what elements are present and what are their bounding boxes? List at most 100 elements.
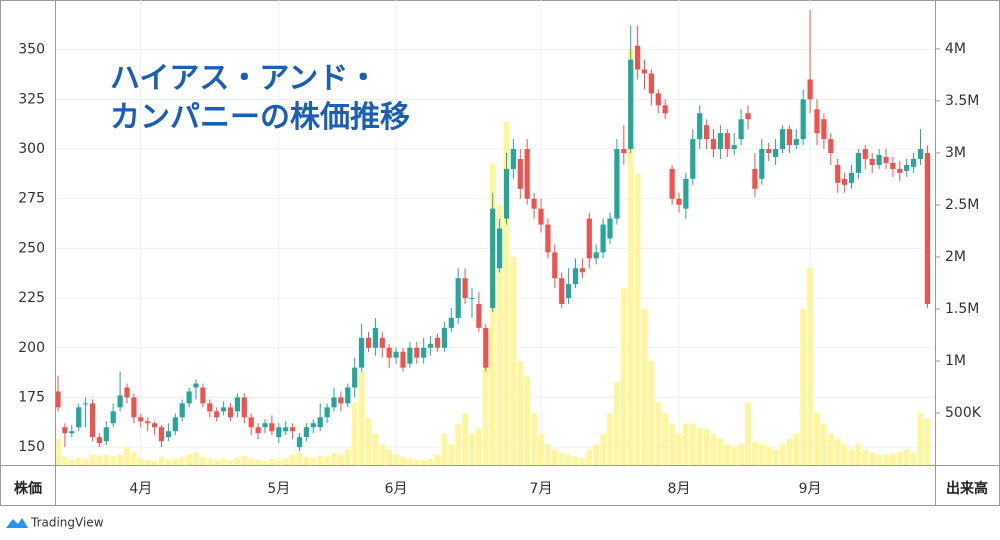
candle-body [414, 347, 420, 358]
candle-body [552, 252, 558, 279]
candle-body [614, 149, 620, 219]
volume-bar [565, 454, 572, 465]
volume-bar [131, 452, 137, 465]
candle-body [158, 427, 165, 442]
candle-body [848, 172, 855, 183]
volume-bar [110, 456, 117, 465]
volume-bar [834, 438, 841, 465]
candle-body [296, 437, 303, 448]
volume-bar [455, 423, 462, 465]
volume-bar [758, 444, 765, 465]
volume-bar [876, 454, 882, 465]
candle-body [83, 403, 89, 405]
volume-bar [800, 308, 807, 465]
candle-body [503, 168, 510, 219]
volume-bar [648, 360, 655, 465]
candle-body [338, 397, 344, 404]
candle-body [310, 423, 316, 428]
volume-bar [441, 433, 448, 465]
y-tick-label: 275 [18, 191, 45, 207]
volume-bar [496, 204, 503, 465]
volume-bar [413, 459, 420, 465]
volume-bar [869, 452, 876, 465]
y2-tick-label: 3M [945, 145, 966, 161]
candle-body [352, 367, 358, 388]
volume-bar [827, 433, 834, 465]
candle-body [710, 139, 717, 150]
candle-body [835, 164, 841, 183]
candle-body [96, 437, 102, 444]
candle-body [538, 208, 544, 225]
candle-body [179, 403, 185, 418]
candle-body [269, 423, 275, 432]
y-tick-label: 300 [18, 141, 45, 157]
y2-tick-label: 2.5M [945, 197, 979, 213]
volume-bar [89, 454, 96, 465]
candle-body [917, 149, 924, 159]
volume-bar [124, 446, 130, 465]
candle-body [869, 158, 875, 165]
candle-body [600, 224, 606, 253]
candle-body [510, 149, 516, 169]
volume-bar [600, 433, 606, 465]
x-tick-label: 8月 [668, 481, 691, 497]
volume-layer [55, 48, 931, 466]
volume-bar [393, 454, 399, 465]
volume-bar [510, 256, 517, 465]
candle-body [400, 351, 406, 368]
candle-body [731, 145, 737, 150]
volume-bar [731, 446, 738, 465]
candle-body [572, 268, 579, 285]
volume-bar [165, 459, 172, 465]
volume-bar [641, 308, 648, 465]
volume-bar [186, 454, 192, 465]
candle-body [586, 218, 592, 259]
candle-body [566, 284, 572, 299]
volume-bar [724, 444, 731, 465]
volume-bar [593, 444, 600, 465]
volume-bar [255, 459, 261, 465]
volume-bar [896, 451, 903, 465]
volume-bar [144, 459, 151, 465]
volume-bar [807, 267, 813, 465]
candle-body [331, 397, 337, 408]
x-tick-label: 4月 [129, 481, 152, 497]
volume-bar [614, 381, 620, 465]
volume-bar [786, 438, 793, 465]
candle-body [704, 125, 710, 140]
volume-bar [344, 449, 351, 465]
candle-body [476, 304, 482, 328]
volume-bar [848, 449, 855, 465]
candle-body [828, 139, 834, 154]
candle-body [883, 156, 889, 163]
candle-body [904, 164, 910, 171]
volume-bar [103, 454, 110, 465]
candle-body [145, 421, 151, 424]
candle-body [724, 133, 730, 150]
candle-body [214, 411, 220, 418]
volume-bar [172, 458, 179, 465]
volume-bar [689, 423, 696, 465]
volume-bar [317, 455, 324, 465]
candle-body [759, 149, 765, 179]
candle-body [462, 278, 468, 299]
y-tick-label: 175 [18, 389, 45, 405]
volume-bar [386, 449, 393, 465]
volume-bar [289, 454, 296, 465]
volume-bar [862, 449, 869, 465]
candle-body [152, 423, 158, 428]
volume-bar [903, 449, 910, 465]
volume-bar [551, 449, 558, 465]
candle-body [448, 317, 454, 328]
candle-body [110, 411, 116, 424]
candle-body [683, 178, 689, 209]
volume-bar [55, 438, 61, 465]
volume-bar [634, 173, 641, 465]
volume-bar [841, 444, 848, 465]
volume-bar [703, 428, 710, 465]
candle-body [117, 395, 123, 408]
candle-body [138, 417, 144, 422]
volume-bar [462, 412, 468, 465]
candle-body [924, 153, 930, 305]
candle-body [421, 347, 427, 358]
